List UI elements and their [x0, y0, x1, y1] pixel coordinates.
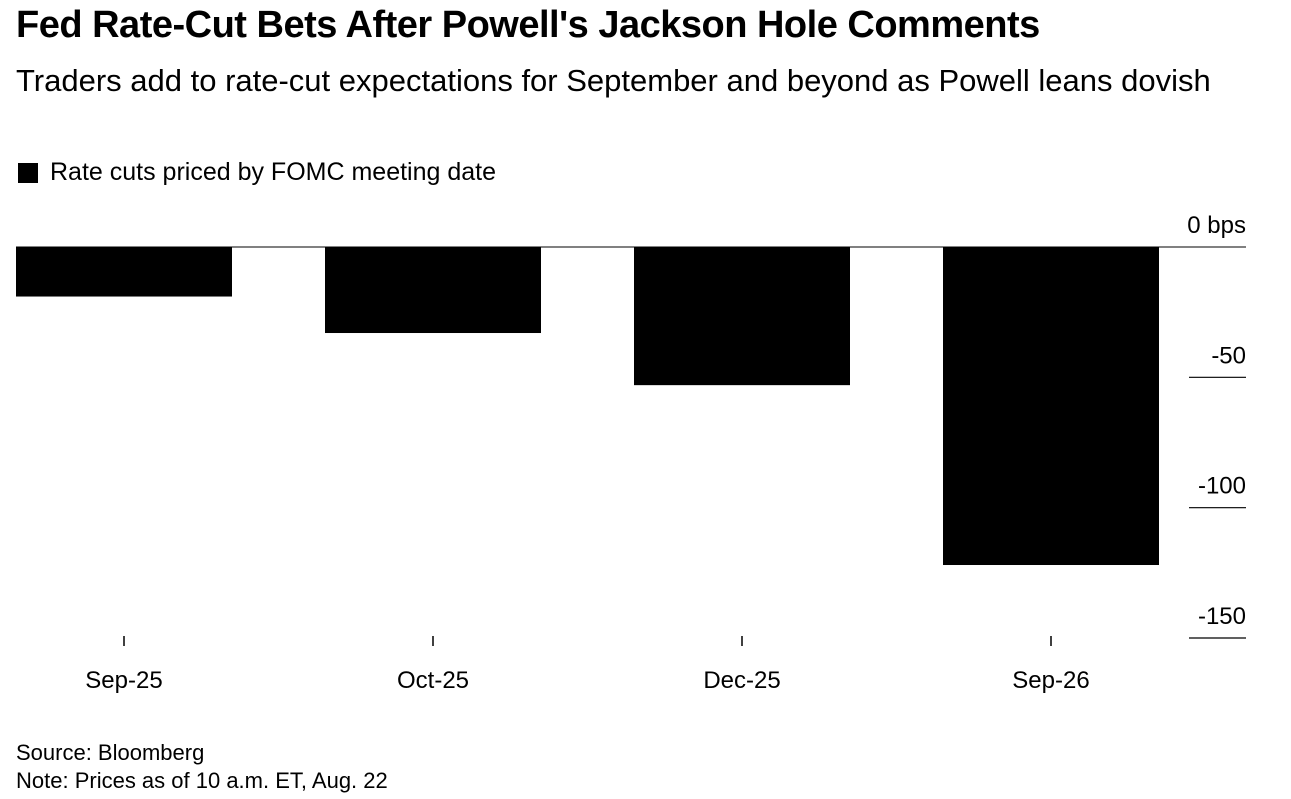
chart-subtitle: Traders add to rate-cut expectations for…: [16, 63, 1211, 98]
bar-dec-25: [634, 247, 850, 386]
x-tick-label: Oct-25: [397, 667, 469, 694]
bar-sep-25: [16, 247, 232, 297]
x-tick-label: Sep-25: [85, 667, 162, 694]
chart-title: Fed Rate-Cut Bets After Powell's Jackson…: [16, 4, 1040, 46]
legend: Rate cuts priced by FOMC meeting date: [18, 158, 496, 187]
bar-sep-26: [943, 247, 1159, 566]
legend-label: Rate cuts priced by FOMC meeting date: [50, 158, 497, 186]
x-tick-label: Dec-25: [703, 667, 780, 694]
x-tick-label: Sep-26: [1012, 667, 1089, 694]
footnote: Note: Prices as of 10 a.m. ET, Aug. 22: [16, 768, 388, 793]
legend-swatch: [18, 162, 38, 183]
source-note: Source: Bloomberg: [16, 740, 205, 765]
y-tick-label: -100: [1198, 473, 1246, 500]
bar-oct-25: [325, 247, 541, 334]
y-tick-label: -150: [1198, 603, 1246, 630]
y-tick-label: 0 bps: [1187, 212, 1246, 239]
y-tick-label: -50: [1211, 342, 1246, 369]
bar-chart: 0 bps -50 -100 -150 Sep-25 Oct-25 Dec-25 Sep-26: [16, 212, 1246, 694]
